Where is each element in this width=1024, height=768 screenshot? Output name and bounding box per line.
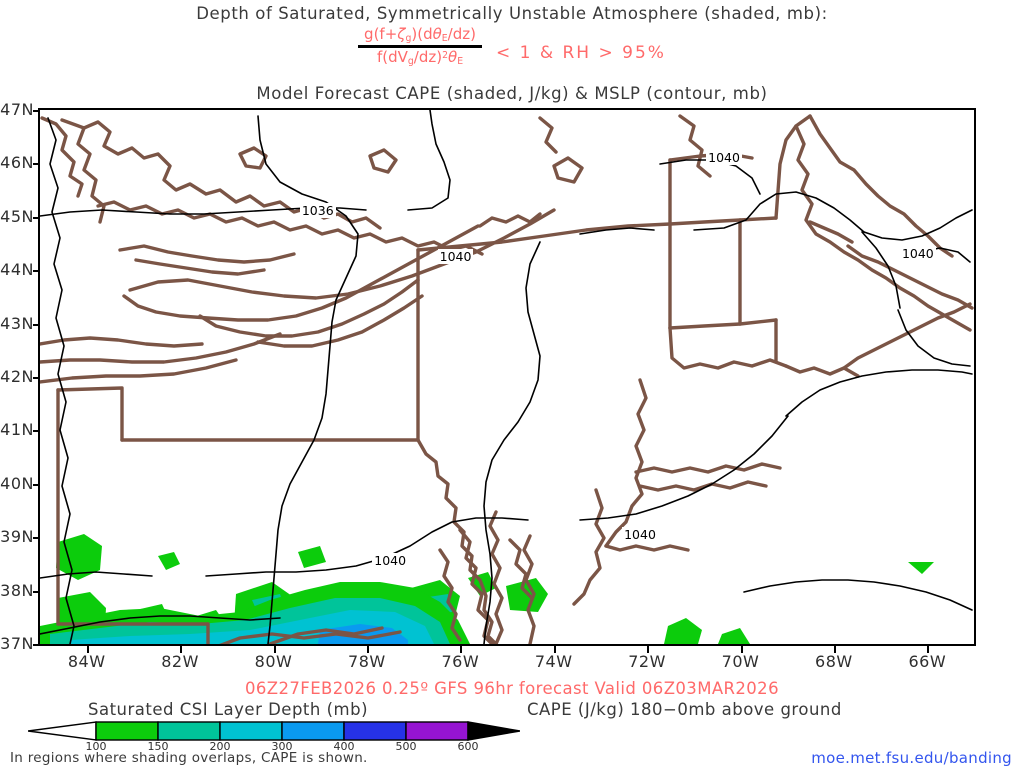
colorbar-tick-300: 300 (271, 740, 293, 753)
colorbar-tick-150: 150 (147, 740, 169, 753)
formula-numerator: g(f+ζg)(dθE/dz) (364, 25, 476, 45)
colorbar-tick-600: 600 (457, 740, 479, 753)
colorbar-band-200-300-cyan (219, 721, 283, 741)
contour-label-1036: 1036 (299, 203, 336, 219)
map-canvas (40, 110, 974, 644)
contour-label-1040: 1040 (372, 553, 409, 569)
y-axis-label-40N: 40N (0, 473, 34, 493)
page-subtitle: Model Forecast CAPE (shaded, J/kg) & MSL… (256, 84, 768, 103)
colorbar-tick-labels: 100 150 200 300 400 500 600 (28, 740, 520, 754)
x-axis-label-84W: 84W (67, 652, 106, 671)
x-axis-tick (833, 646, 836, 653)
x-axis-tick (460, 646, 463, 653)
y-axis-label-38N: 38N (0, 580, 34, 600)
y-axis-label-42N: 42N (0, 367, 34, 386)
formula-condition: < 1 & RH > 95% (495, 42, 666, 63)
x-axis-tick (86, 646, 89, 653)
colorbar-tick-500: 500 (395, 740, 417, 753)
overlap-note: In regions where shading overlaps, CAPE … (10, 750, 368, 766)
x-axis-label-74W: 74W (534, 652, 573, 671)
x-axis-tick (273, 646, 276, 653)
colorbar-band-500-600-purple (405, 721, 469, 741)
y-axis-label-39N: 39N (0, 527, 34, 547)
x-axis-label-66W: 66W (908, 652, 947, 671)
x-axis-label-68W: 68W (815, 652, 853, 671)
fraction-bar (358, 45, 482, 49)
state-boundaries (40, 114, 974, 644)
formula-block: g(f+ζg)(dθE/dz) f(dVg/dz)2θE < 1 & RH > … (0, 25, 1024, 68)
x-axis-label-72W: 72W (628, 652, 666, 671)
page-title: Depth of Saturated, Symmetrically Unstab… (196, 4, 828, 23)
y-axis-tick (33, 110, 40, 112)
map-plot-area[interactable]: 1036 1040 1040 1040 1040 1040 (38, 108, 976, 646)
source-url-link[interactable]: moe.met.fsu.edu/banding (811, 749, 1012, 767)
y-axis-tick (33, 323, 40, 326)
x-axis-label-80W: 80W (254, 652, 293, 671)
y-axis-label-43N: 43N (0, 313, 34, 333)
colorbar-svg (27, 721, 521, 741)
y-axis-tick (33, 163, 40, 166)
colorbar[interactable] (27, 720, 521, 742)
y-axis-tick (33, 216, 40, 219)
y-axis-label-37N: 37N (0, 634, 34, 653)
instability-fraction: g(f+ζg)(dθE/dz) f(dVg/dz)2θE (358, 25, 482, 68)
colorbar-band-below-100-white (27, 721, 97, 741)
colorbar-band-150-200-teal (157, 721, 221, 741)
colorbar-band-above-600-black (467, 721, 521, 741)
shaded-cape-regions (40, 534, 934, 644)
x-axis-label-82W: 82W (161, 652, 199, 671)
x-axis-tick (647, 646, 650, 653)
y-axis-tick (33, 377, 40, 379)
x-axis-tick (740, 646, 743, 653)
y-axis-tick (33, 590, 40, 593)
formula-denominator: f(dVg/dz)2θE (376, 48, 464, 68)
x-axis-label-78W: 78W (348, 652, 386, 671)
y-axis-tick (33, 270, 40, 273)
y-axis-tick (33, 483, 40, 486)
y-axis-label-41N: 41N (0, 420, 34, 440)
forecast-info: 06Z27FEB2026 0.25º GFS 96hr forecast Val… (245, 679, 779, 698)
colorbar-tick-200: 200 (209, 740, 231, 753)
x-axis-tick (553, 646, 556, 653)
x-axis-tick (927, 646, 930, 653)
x-axis-label-70W: 70W (721, 652, 760, 671)
y-axis-label-46N: 46N (0, 153, 34, 173)
y-axis-tick (33, 644, 40, 646)
colorbar-band-400-500-blue (343, 721, 407, 741)
contour-label-1040: 1040 (622, 526, 658, 542)
legend-cape-caption: CAPE (J/kg) 180−0mb above ground (527, 700, 842, 719)
colorbar-band-100-150-green (95, 721, 159, 741)
contour-label-1040: 1040 (706, 150, 742, 166)
y-axis-tick (33, 430, 40, 433)
contour-label-1040: 1040 (899, 246, 936, 262)
legend-csi-caption: Saturated CSI Layer Depth (mb) (88, 700, 369, 719)
y-axis-tick (33, 537, 40, 540)
contour-label-1040: 1040 (437, 248, 474, 264)
y-axis-label-44N: 44N (0, 260, 34, 280)
colorbar-tick-100: 100 (85, 740, 107, 753)
y-axis-label-45N: 45N (0, 206, 34, 226)
x-axis-tick (366, 646, 369, 653)
colorbar-tick-400: 400 (333, 740, 355, 753)
x-axis-label-76W: 76W (441, 652, 480, 671)
colorbar-band-300-400-lightblue (281, 721, 345, 741)
y-axis-label-47N: 47N (0, 100, 34, 119)
x-axis-tick (180, 646, 183, 653)
